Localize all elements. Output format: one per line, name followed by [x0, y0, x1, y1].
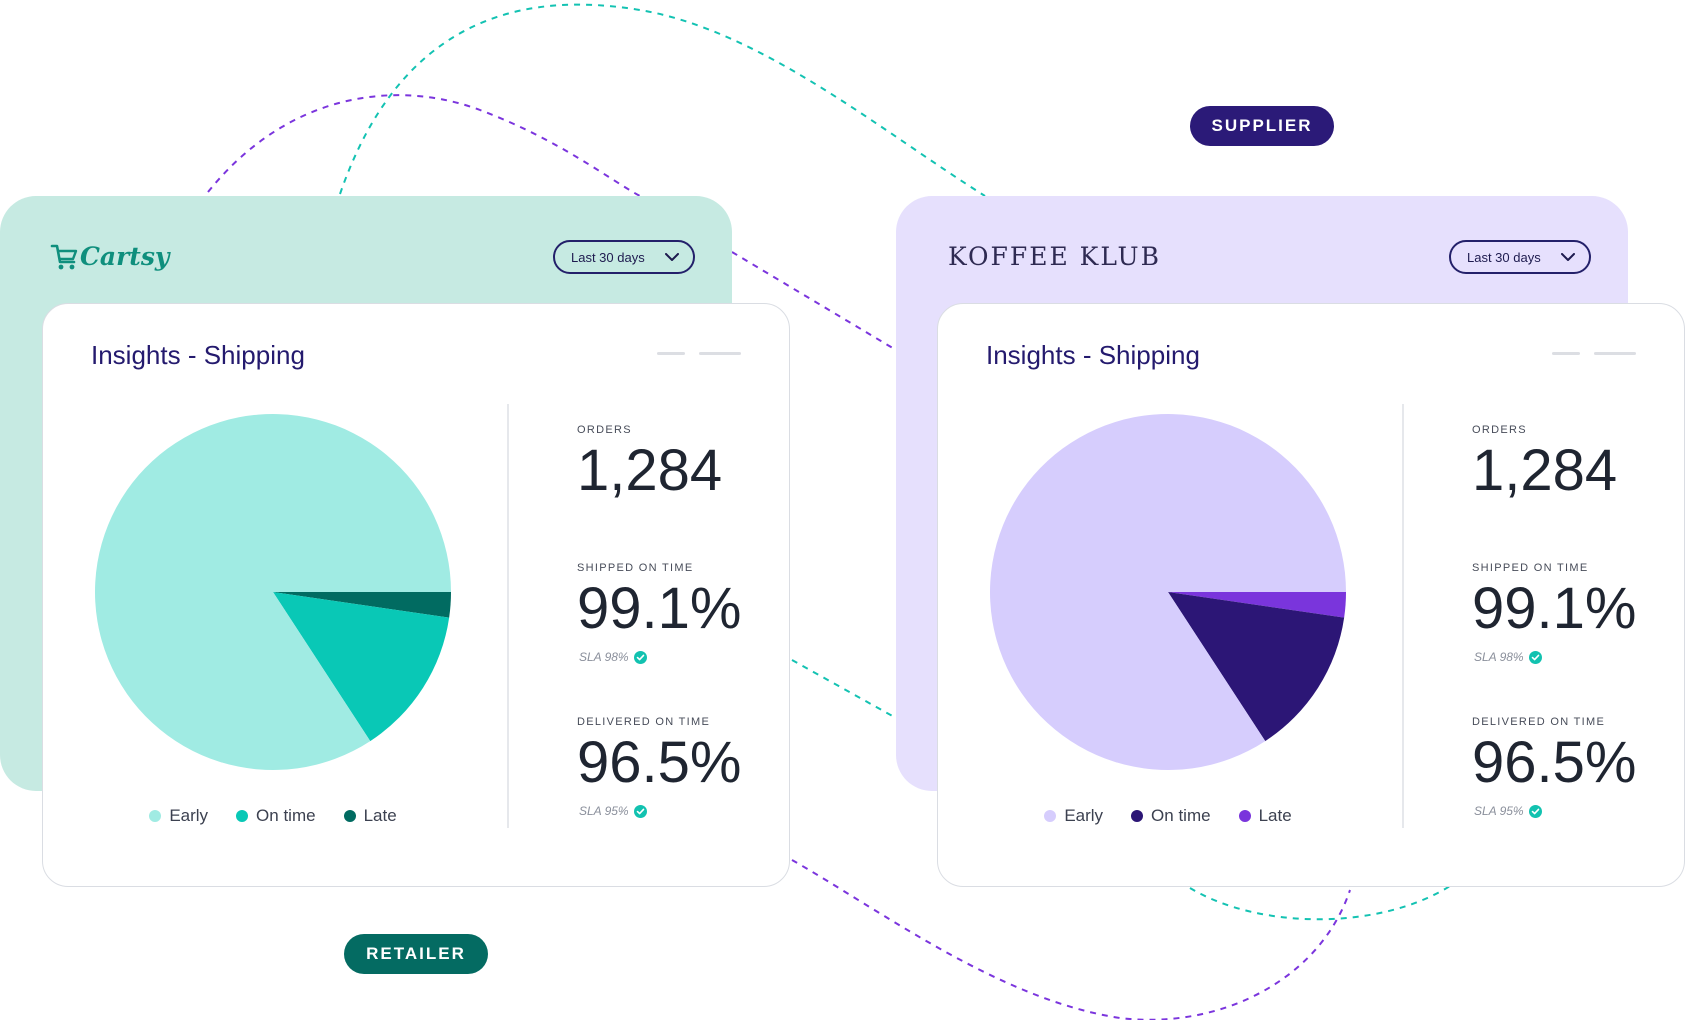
cart-icon: [50, 244, 78, 270]
legend-item-late: Late: [1238, 806, 1292, 826]
legend-label: Late: [1258, 806, 1292, 825]
range-select-label: Last 30 days: [1467, 249, 1541, 265]
supplier-insights-card: Insights - Shipping Early On time Late ORD…: [937, 303, 1685, 887]
legend-swatch: [236, 810, 249, 822]
card-title: Insights - Shipping: [986, 340, 1200, 370]
orders-metric: ORDERS 1,284: [1472, 424, 1617, 500]
pie-slice-on-time: [1168, 592, 1345, 742]
pie-slice-early: [94, 413, 451, 770]
retailer-insights-card: Insights - Shipping Early On time Late ORD…: [42, 303, 790, 887]
supplier-label: SUPPLIER: [1190, 106, 1334, 146]
delivered-on-time-metric: DELIVERED ON TIME 96.5% SLA 95%: [1472, 716, 1636, 818]
delivered-on-time-metric: DELIVERED ON TIME 96.5% SLA 95%: [577, 716, 741, 818]
legend-swatch: [1238, 810, 1251, 822]
retailer-label: RETAILER: [344, 934, 488, 974]
retailer-date-range-select[interactable]: Last 30 days: [553, 240, 695, 274]
delivered-on-time-label: DELIVERED ON TIME: [1472, 716, 1606, 728]
check-circle-icon: [1528, 650, 1542, 664]
chevron-down-icon: [665, 253, 679, 261]
delivered-on-time-value: 96.5%: [1472, 730, 1637, 795]
purple-dashed-connector: [731, 251, 897, 351]
legend-swatch: [343, 810, 356, 822]
divider: [1402, 404, 1404, 828]
orders-label: ORDERS: [577, 424, 632, 436]
pie-slice-late: [1168, 592, 1346, 618]
pie-legend: Early On time Late: [1038, 806, 1298, 826]
legend-item-on-time: On time: [236, 806, 316, 826]
sla-text: SLA 98%: [1474, 650, 1524, 664]
shipped-on-time-value: 99.1%: [1472, 576, 1637, 641]
sla-text: SLA 98%: [579, 650, 629, 664]
teal-dashed-connector: [1189, 885, 1451, 921]
card-title: Insights - Shipping: [91, 340, 305, 370]
shipped-on-time-metric: SHIPPED ON TIME 99.1% SLA 98%: [1472, 562, 1636, 664]
pie-slice-on-time: [273, 592, 450, 742]
card-menu-dashes: [1552, 352, 1636, 355]
supplier-shipping-pie-chart: [990, 413, 1346, 770]
delivered-sla: SLA 95%: [1472, 804, 1636, 818]
koffee-klub-wordmark: KOFFEE KLUB: [948, 241, 1161, 271]
sla-text: SLA 95%: [1474, 804, 1524, 818]
legend-label: Early: [169, 806, 209, 825]
orders-value: 1,284: [1472, 438, 1618, 503]
orders-label: ORDERS: [1472, 424, 1527, 436]
teal-dashed-connector: [339, 3, 986, 197]
delivered-sla: SLA 95%: [577, 804, 741, 818]
shipped-sla: SLA 98%: [577, 650, 741, 664]
pie-slice-late: [273, 592, 451, 618]
orders-value: 1,284: [577, 438, 723, 503]
check-circle-icon: [633, 650, 647, 664]
shipped-on-time-label: SHIPPED ON TIME: [577, 562, 694, 574]
check-circle-icon: [633, 804, 647, 818]
card-menu-dashes: [657, 352, 741, 355]
legend-label: On time: [1151, 806, 1211, 825]
cartsy-wordmark: Cartsy: [80, 241, 170, 271]
teal-dashed-connector: [791, 659, 897, 719]
legend-label: On time: [256, 806, 316, 825]
purple-dashed-connector: [207, 94, 641, 197]
pie-slice-early: [990, 413, 1346, 770]
purple-dashed-connector: [791, 859, 1351, 1020]
legend-swatch: [1044, 810, 1057, 822]
sla-text: SLA 95%: [579, 804, 629, 818]
legend-swatch: [149, 810, 162, 822]
supplier-date-range-select[interactable]: Last 30 days: [1449, 240, 1591, 274]
legend-swatch: [1131, 810, 1144, 822]
legend-item-late: Late: [343, 806, 397, 826]
legend-label: Early: [1064, 806, 1104, 825]
chevron-down-icon: [1561, 253, 1575, 261]
retailer-shipping-pie-chart: [94, 413, 451, 770]
cartsy-logo: Cartsy: [50, 236, 169, 276]
legend-item-on-time: On time: [1131, 806, 1211, 826]
pie-legend: Early On time Late: [143, 806, 403, 826]
delivered-on-time-label: DELIVERED ON TIME: [577, 716, 711, 728]
shipped-on-time-value: 99.1%: [577, 576, 742, 641]
legend-label: Late: [363, 806, 397, 825]
divider: [507, 404, 509, 828]
orders-metric: ORDERS 1,284: [577, 424, 722, 500]
check-circle-icon: [1528, 804, 1542, 818]
legend-item-early: Early: [149, 806, 208, 826]
koffee-klub-logo: KOFFEE KLUB: [948, 236, 1161, 276]
delivered-on-time-value: 96.5%: [577, 730, 742, 795]
shipped-sla: SLA 98%: [1472, 650, 1636, 664]
range-select-label: Last 30 days: [571, 249, 645, 265]
legend-item-early: Early: [1044, 806, 1103, 826]
shipped-on-time-label: SHIPPED ON TIME: [1472, 562, 1589, 574]
shipped-on-time-metric: SHIPPED ON TIME 99.1% SLA 98%: [577, 562, 741, 664]
